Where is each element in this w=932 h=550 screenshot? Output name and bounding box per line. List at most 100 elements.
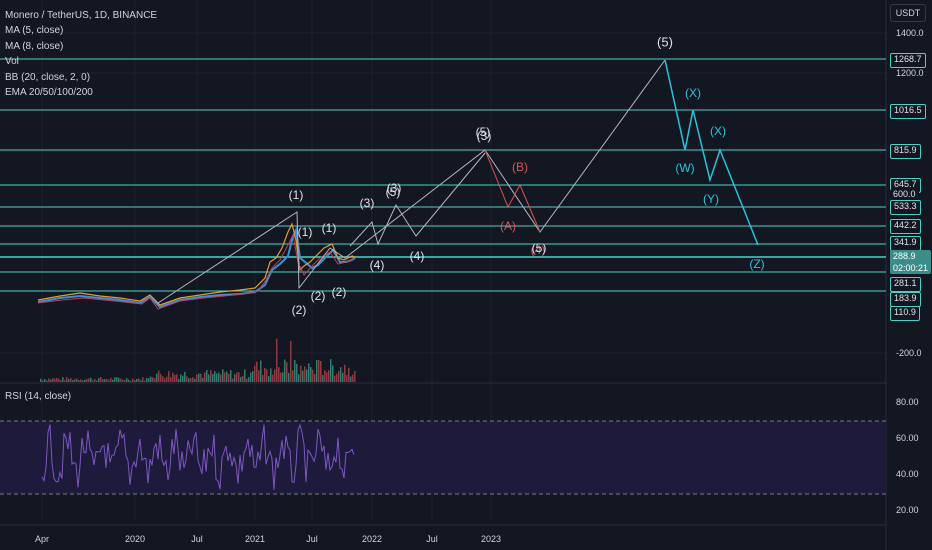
level-tag[interactable]: 1016.5: [890, 104, 926, 119]
volume-bar: [328, 370, 330, 382]
volume-bar: [350, 376, 352, 382]
volume-bar: [284, 359, 286, 382]
volume-bar: [94, 378, 96, 382]
volume-bar: [192, 377, 194, 382]
volume-bar: [338, 371, 340, 382]
wave-label[interactable]: (2): [331, 285, 347, 299]
level-tag[interactable]: 815.9: [890, 144, 921, 159]
volume-bar: [352, 374, 354, 382]
price-label: -200.0: [896, 348, 922, 358]
time-label: Jul: [191, 534, 203, 544]
volume-bar: [116, 377, 118, 382]
volume-bar: [198, 373, 200, 382]
indicator-ema[interactable]: EMA 20/50/100/200: [5, 87, 93, 99]
level-lines[interactable]: [0, 58, 886, 292]
symbol-title[interactable]: Monero / TetherUS, 1D, BINANCE: [5, 10, 158, 21]
wave-label[interactable]: (1): [297, 225, 313, 239]
volume-bar: [56, 378, 58, 382]
wave-label[interactable]: (5): [475, 125, 491, 139]
level-tag[interactable]: 341.9: [890, 236, 921, 251]
volume-bar: [228, 373, 230, 382]
level-tag[interactable]: 442.2: [890, 219, 921, 234]
volume-bar: [258, 370, 260, 382]
correction-lines[interactable]: [484, 149, 541, 233]
wave-label[interactable]: (X): [685, 86, 701, 100]
wave-label[interactable]: (X): [710, 124, 726, 138]
volume-bar: [318, 359, 320, 382]
volume-bar: [216, 373, 218, 382]
level-tag[interactable]: 281.1: [890, 277, 921, 292]
current-price-tag[interactable]: 288.9 02:00:21: [890, 250, 932, 274]
volume-bar: [74, 379, 76, 382]
volume-bar: [302, 370, 304, 382]
price-series[interactable]: [37, 222, 356, 310]
volume-bar: [156, 373, 158, 382]
volume-bar: [190, 378, 192, 382]
volume-bar: [48, 378, 50, 382]
rsi-title[interactable]: RSI (14, close): [5, 391, 72, 402]
volume-bar: [42, 380, 44, 382]
volume-bar: [200, 373, 202, 382]
volume-bar: [152, 377, 154, 382]
volume-bar: [310, 367, 312, 382]
rsi-level-label: 40.00: [896, 469, 919, 479]
indicator-bb[interactable]: BB (20, close, 2, 0): [5, 71, 91, 83]
wave-label[interactable]: (4): [369, 258, 385, 272]
wxyz-lines[interactable]: [664, 59, 759, 246]
wave-label[interactable]: (W): [675, 161, 695, 175]
volume-bar: [100, 376, 102, 382]
wave-label[interactable]: (3): [476, 129, 492, 143]
volume-bar: [44, 379, 46, 382]
volume-bar: [138, 378, 140, 382]
volume-bar: [86, 378, 88, 382]
level-tag[interactable]: 183.9: [890, 292, 921, 307]
wave-label[interactable]: (2): [310, 289, 326, 303]
volume-bar: [46, 380, 48, 382]
level-tag[interactable]: 1268.7: [890, 53, 926, 68]
wave-label[interactable]: (B): [512, 160, 528, 174]
rsi-line[interactable]: [41, 423, 355, 490]
wave-lines[interactable]: [157, 59, 666, 304]
wave-label[interactable]: (1): [321, 221, 337, 235]
level-tag[interactable]: 110.9: [890, 306, 920, 321]
wave-label[interactable]: (1): [288, 188, 304, 202]
volume-bar: [108, 379, 110, 382]
volume-bar: [170, 377, 172, 382]
wave-label[interactable]: (2): [291, 303, 307, 317]
wave-label[interactable]: (3): [359, 196, 375, 210]
volume-bar: [126, 378, 128, 382]
volume-bar: [98, 378, 100, 382]
level-tag[interactable]: 533.3: [890, 200, 921, 215]
volume-bar: [154, 378, 156, 382]
wave-label[interactable]: (Z): [749, 257, 765, 271]
volume-bar: [298, 374, 300, 382]
wave-label[interactable]: (Y): [703, 192, 719, 206]
wave-label[interactable]: (5): [657, 34, 673, 50]
volume-bar: [286, 362, 288, 382]
current-price: 288.9: [893, 251, 916, 261]
volume-bar: [344, 364, 346, 382]
currency-button[interactable]: USDT: [890, 4, 926, 22]
wave-label[interactable]: (3): [386, 181, 402, 195]
indicator-ma8[interactable]: MA (8, close): [5, 40, 64, 52]
volume-bar: [112, 379, 114, 382]
volume-bar: [158, 370, 160, 382]
indicator-ma5[interactable]: MA (5, close): [5, 25, 64, 37]
volume-bar: [184, 371, 186, 382]
rsi-level-label: 80.00: [896, 397, 919, 407]
wave-label[interactable]: (4): [409, 249, 425, 263]
indicator-vol[interactable]: Vol: [5, 56, 19, 68]
legend: Monero / TetherUS, 1D, BINANCE MA (5, cl…: [5, 8, 157, 100]
volume-bar: [206, 369, 208, 382]
wave-label[interactable]: (4): [530, 243, 546, 257]
wave-label[interactable]: (5): [531, 241, 547, 255]
volume-bar: [96, 380, 98, 382]
volume-bar: [80, 379, 82, 382]
volume-bar: [274, 369, 276, 382]
volume-bar: [132, 378, 134, 382]
volume-bar: [104, 379, 106, 382]
volume-bar: [326, 372, 328, 382]
wave-label[interactable]: (A): [500, 219, 516, 233]
wave-label[interactable]: (5): [385, 185, 401, 199]
